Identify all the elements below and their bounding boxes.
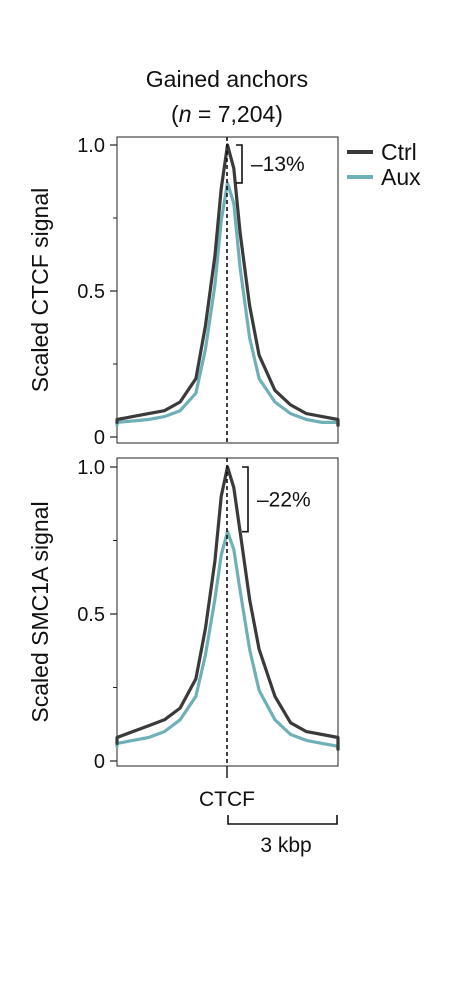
percent-bracket — [236, 144, 243, 184]
scale-bar: 3 kbp — [227, 815, 338, 857]
panel-smc1a: Scaled SMC1A signal 0 0.5 1.0 –22% — [27, 457, 340, 773]
scale-bar-label: 3 kbp — [260, 834, 311, 857]
subtitle-prefix: ( — [171, 101, 179, 127]
y-tick-label: 0.5 — [77, 604, 105, 626]
y-tick-label: 0.5 — [77, 281, 105, 303]
series-line-ctrl — [115, 143, 340, 427]
y-axis-label: Scaled SMC1A signal — [27, 501, 53, 722]
y-tick-label: 1.0 — [77, 457, 105, 479]
percent-bracket — [242, 466, 249, 533]
x-center-label: CTCF — [199, 788, 255, 811]
legend-label-ctrl: Ctrl — [381, 139, 417, 165]
legend-label-aux: Aux — [381, 164, 421, 190]
series-line-aux — [115, 530, 340, 751]
percent-change-label: –13% — [251, 153, 305, 176]
subtitle-rest: = 7,204) — [192, 101, 283, 127]
percent-change-label: –22% — [257, 488, 311, 511]
legend: Ctrl Aux — [347, 139, 421, 190]
subtitle-n: n — [179, 101, 192, 127]
y-tick-label: 0 — [94, 427, 105, 449]
series-line-aux — [115, 181, 340, 427]
y-tick-label: 0 — [94, 751, 105, 773]
y-axis-label: Scaled CTCF signal — [27, 188, 53, 393]
series-line-ctrl — [115, 465, 340, 751]
panel-ctcf: Scaled CTCF signal 0 0.5 1.0 –13% — [27, 135, 340, 449]
y-tick-label: 1.0 — [77, 135, 105, 157]
scale-bar-line — [227, 815, 338, 825]
chart-subtitle: (n = 7,204) — [171, 101, 283, 127]
chart-title: Gained anchors — [146, 66, 308, 92]
